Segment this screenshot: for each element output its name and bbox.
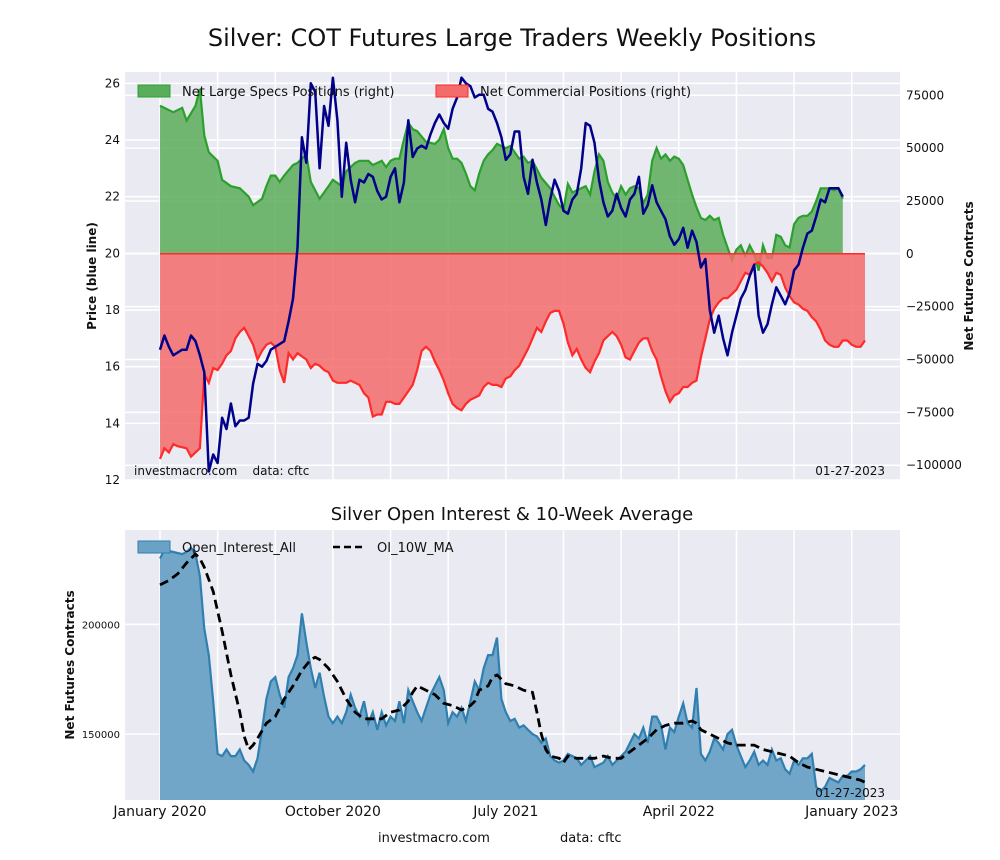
top-right-tick-label: −25000 [906,300,954,314]
x-tick-label: July 2021 [472,804,538,820]
legend-comm-label: Net Commercial Positions (right) [480,85,691,100]
bottom-tick-label: 200000 [82,620,120,631]
top-right-tick-label: −100000 [906,458,962,472]
bottom-chart-title: Silver Open Interest & 10-Week Average [331,504,694,525]
open-interest-line [159,545,866,793]
legend-specs-label: Net Large Specs Positions (right) [182,85,394,100]
top-right-tick-label: 25000 [906,194,944,208]
x-tick-label: April 2022 [643,804,715,820]
x-tick-label: October 2020 [285,804,381,820]
top-right-tick-label: 75000 [906,88,944,102]
top-right-tick-label: −50000 [906,353,954,367]
page-title: Silver: COT Futures Large Traders Weekly… [208,24,816,52]
bottom-tick-label: 150000 [82,730,120,741]
footer-data: data: cftc [560,831,622,846]
top-right-axis: 75000 50000 25000 0 −25000 −50000 −75000 −10000… [906,88,962,472]
legend-oi-swatch [137,540,171,554]
specs-area [160,88,843,271]
x-tick-label: January 2020 [112,804,206,820]
price-series [158,76,844,473]
commercial-area [160,253,865,459]
top-left-tick-label: 26 [105,76,120,90]
legend-oi-label: Open_Interest_All [182,541,296,556]
top-legend: Net Large Specs Positions (right) Net Co… [137,84,691,100]
top-right-tick-label: 50000 [906,141,944,155]
oi-10w-ma-line [159,552,866,784]
specs-line [159,88,844,271]
legend-specs-swatch [137,84,171,98]
open-interest-area [160,547,865,800]
top-left-axis: 12 14 16 18 20 22 24 26 [105,76,120,487]
top-right-tick-label: −75000 [906,405,954,419]
bottom-date-label: 01-27-2023 [815,786,885,800]
bottom-legend: Open_Interest_All OI_10W_MA [137,540,454,556]
top-right-tick-label: 0 [906,247,914,261]
top-left-tick-label: 20 [105,246,120,260]
top-left-axis-label: Price (blue line) [85,222,99,330]
top-watermark: investmacro.com data: cftc [134,464,309,478]
legend-ma-label: OI_10W_MA [377,541,454,556]
bottom-left-axis: 150000 200000 [82,620,120,741]
top-left-tick-label: 16 [105,360,120,374]
top-left-tick-label: 12 [105,473,120,487]
top-left-tick-label: 22 [105,190,120,204]
x-tick-label: January 2023 [804,804,898,820]
top-left-tick-label: 18 [105,303,120,317]
legend-comm-swatch [435,84,469,98]
top-right-axis-label: Net Futures Contracts [962,201,976,350]
top-left-tick-label: 24 [105,133,120,147]
footer-site: investmacro.com [378,831,490,846]
price-line [158,76,844,473]
top-area-series [158,88,866,460]
bottom-x-axis: January 2020 October 2020 July 2021 April 2… [112,804,898,820]
top-left-tick-label: 14 [105,416,120,430]
bottom-area-series [159,545,866,800]
bottom-axis-label: Net Futures Contracts [63,590,77,739]
top-date-label: 01-27-2023 [815,464,885,478]
